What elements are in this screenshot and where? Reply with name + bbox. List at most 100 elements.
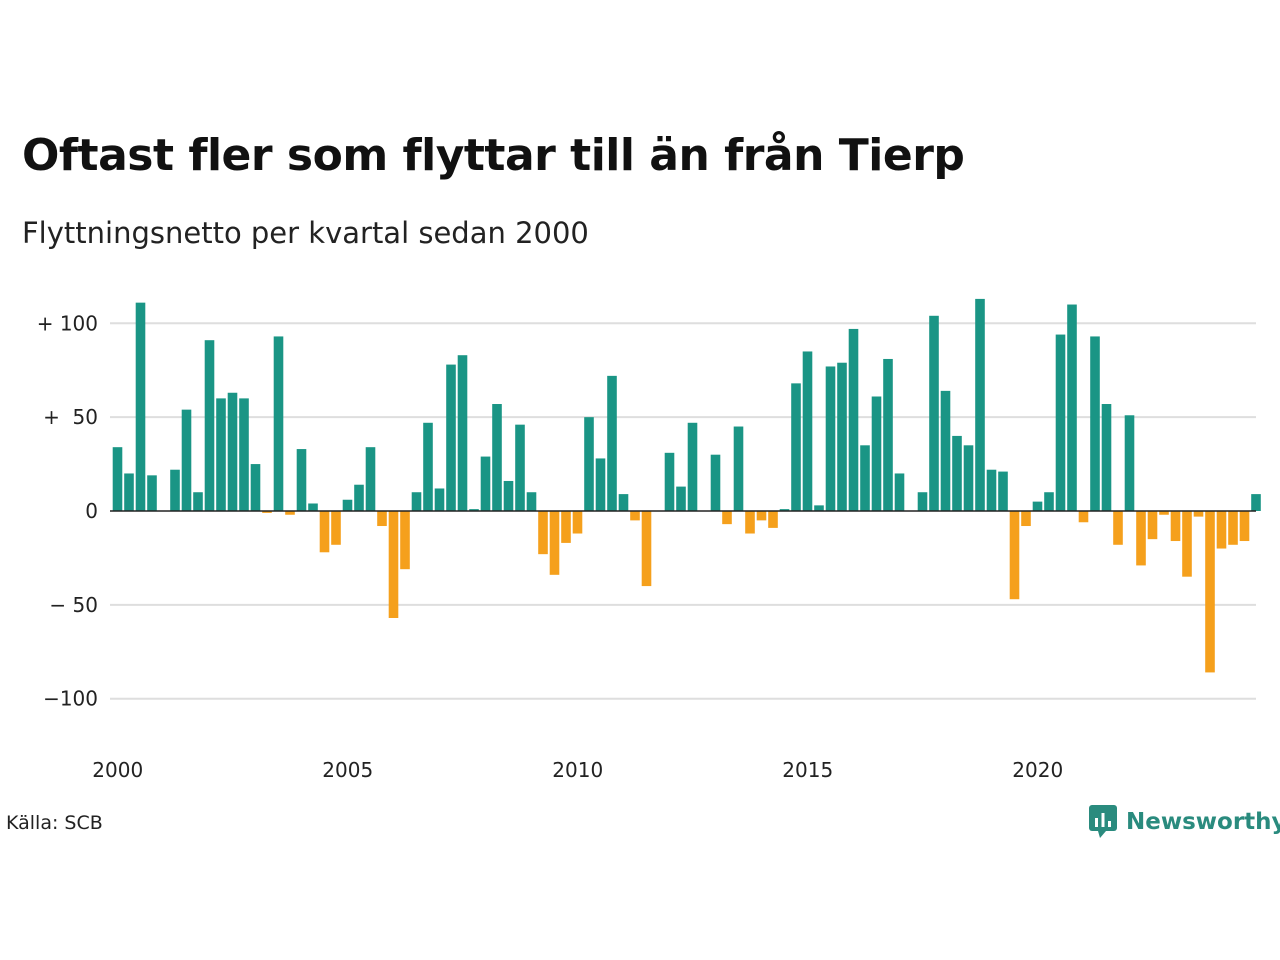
bar — [894, 473, 905, 511]
bar — [561, 511, 571, 543]
bar — [1009, 511, 1020, 600]
bar — [710, 454, 721, 511]
bar — [837, 362, 847, 511]
bar — [319, 511, 330, 553]
bar — [1159, 511, 1169, 515]
bar — [526, 492, 537, 511]
bar — [388, 511, 399, 618]
bar — [779, 509, 790, 511]
x-tick-label: 2010 — [552, 758, 603, 782]
bar — [1101, 404, 1112, 511]
bar — [204, 340, 215, 511]
bar — [342, 499, 353, 511]
bar — [975, 298, 985, 511]
bar — [791, 383, 801, 511]
x-tick-label: 2015 — [782, 758, 833, 782]
y-tick-label: + 100 — [37, 311, 98, 335]
bar — [952, 435, 962, 511]
source-note: Källa: SCB — [6, 812, 103, 834]
bar — [756, 511, 767, 521]
bar — [1251, 494, 1261, 511]
bar — [112, 447, 123, 511]
bar — [250, 464, 261, 511]
bar — [630, 511, 640, 521]
bar — [457, 355, 468, 511]
bar — [1136, 511, 1146, 566]
bar — [273, 336, 284, 511]
bar — [1216, 511, 1227, 549]
bar — [147, 475, 157, 511]
x-tick-label: 2000 — [92, 758, 143, 782]
bar — [722, 511, 732, 525]
bar — [400, 511, 410, 570]
bar — [1032, 501, 1043, 511]
bar — [940, 390, 951, 511]
bar — [883, 358, 893, 511]
bar — [308, 503, 318, 511]
bar — [814, 505, 824, 511]
x-tick-label: 2020 — [1012, 758, 1063, 782]
bar — [515, 424, 525, 511]
y-tick-label: − 50 — [49, 593, 98, 617]
bar — [641, 511, 652, 587]
bar — [1239, 511, 1250, 542]
bar — [1147, 511, 1158, 540]
brand-logo[interactable]: Newsworthy — [1088, 804, 1280, 840]
bar — [1182, 511, 1192, 577]
bar — [1193, 511, 1204, 517]
bar — [929, 315, 939, 511]
bar — [618, 494, 629, 511]
bar — [1170, 511, 1181, 542]
chart-title: Oftast fler som flyttar till än från Tie… — [22, 130, 965, 181]
bar — [1228, 511, 1238, 545]
bar — [124, 473, 134, 511]
bar — [365, 447, 376, 511]
bar — [434, 488, 445, 511]
bar — [607, 375, 617, 511]
bars — [112, 298, 1261, 673]
bar — [687, 422, 698, 511]
bar — [986, 469, 997, 511]
bar — [917, 492, 928, 511]
bar — [860, 445, 870, 511]
bar — [423, 422, 433, 511]
bar — [802, 351, 813, 511]
bar — [1124, 415, 1135, 511]
bar — [1078, 511, 1089, 523]
bar — [239, 398, 249, 511]
y-tick-label: 0 — [85, 499, 98, 523]
bar — [262, 511, 272, 513]
bar — [193, 492, 203, 511]
bar — [963, 445, 974, 511]
bar — [331, 511, 341, 545]
bar — [354, 484, 364, 511]
bar — [745, 511, 755, 534]
bar — [377, 511, 387, 527]
bar — [1090, 336, 1100, 511]
bar — [1067, 304, 1077, 511]
y-axis-tick-labels: + 100 + 50 0 − 50 −100 — [37, 311, 98, 710]
bar — [584, 417, 594, 511]
y-tick-label: −100 — [43, 687, 98, 711]
bar — [549, 511, 560, 575]
bar — [227, 392, 238, 511]
y-tick-label: + 50 — [43, 405, 98, 429]
bar — [595, 458, 606, 511]
bar — [768, 511, 778, 528]
bar — [538, 511, 548, 555]
brand-name: Newsworthy — [1126, 809, 1280, 835]
x-tick-label: 2005 — [322, 758, 373, 782]
bar — [296, 449, 307, 511]
bar — [825, 366, 836, 511]
bar — [1205, 511, 1215, 673]
bar — [411, 492, 422, 511]
bar — [216, 398, 226, 511]
bar — [572, 511, 583, 534]
bar — [135, 302, 146, 511]
bar — [1021, 511, 1031, 527]
bar — [871, 396, 882, 511]
chart-subtitle: Flyttningsnetto per kvartal sedan 2000 — [22, 216, 589, 250]
bar — [469, 509, 479, 511]
bar — [480, 456, 491, 511]
newsworthy-logo-icon — [1089, 805, 1117, 838]
